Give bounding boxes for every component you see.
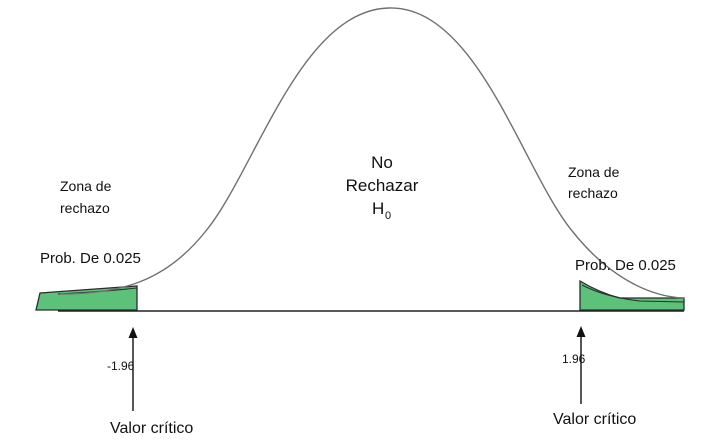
bell-curve (59, 7, 685, 299)
left-critical-arrow (128, 327, 138, 411)
right-rejection-area (579, 279, 685, 311)
left-zone-label-line2: rechazo (60, 200, 110, 216)
center-label-hypothesis: H (372, 199, 384, 218)
right-critical-label: Valor crítico (553, 411, 636, 428)
right-zone-label-line1: Zona de (568, 164, 620, 180)
right-tail-inner-line (581, 284, 685, 303)
right-critical-arrow (576, 326, 586, 404)
left-critical-value: -1.96 (107, 359, 135, 373)
center-label-line2: Rechazar (346, 176, 419, 195)
right-zone-label-line2: rechazo (568, 185, 618, 201)
right-critical-value: 1.96 (562, 352, 586, 366)
left-zone-label-line1: Zona de (60, 178, 112, 194)
left-probability-label: Prob. De 0.025 (40, 250, 141, 267)
center-label-line1: No (371, 153, 393, 172)
left-critical-label: Valor crítico (110, 420, 193, 437)
right-probability-label: Prob. De 0.025 (575, 257, 676, 274)
left-rejection-area (35, 285, 138, 311)
center-label-hypothesis-subscript: 0 (385, 210, 391, 222)
